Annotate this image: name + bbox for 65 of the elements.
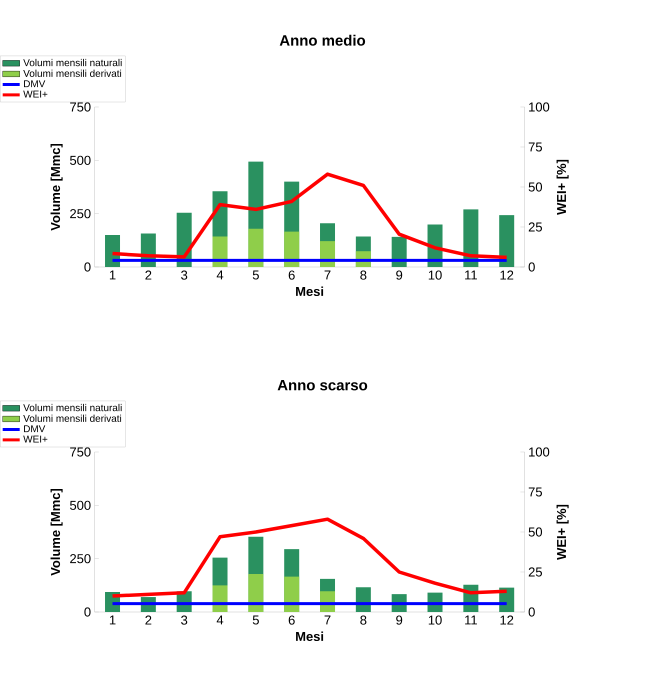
y2-tick-label: 75 xyxy=(529,142,542,152)
bar xyxy=(248,228,264,267)
y2-tick-label: 75 xyxy=(529,487,542,497)
legend-label: Volumi mensili naturali xyxy=(23,404,122,412)
x-tick-label: 1 xyxy=(110,270,116,280)
line-series xyxy=(111,517,509,598)
y2-tick-label: 100 xyxy=(529,102,550,112)
y-tick-label: 500 xyxy=(70,156,91,165)
x-tick-label: 3 xyxy=(181,270,188,280)
x-tick-label: 8 xyxy=(360,616,367,625)
chart-title: Anno medio xyxy=(280,34,366,46)
y-tick-label: 0 xyxy=(84,262,91,272)
y2-axis-title: WEI+ [%] xyxy=(556,160,569,215)
bar xyxy=(284,232,300,267)
y-tick-label: 750 xyxy=(70,102,91,112)
x-tick-label: 7 xyxy=(324,616,331,624)
y2-axis-title: WEI+ [%] xyxy=(556,504,569,560)
x-tick-label: 11 xyxy=(465,270,478,280)
y2-tick-label: 100 xyxy=(529,447,550,457)
x-tick-label: 9 xyxy=(396,270,402,280)
bar xyxy=(212,236,228,267)
x-tick-label: 10 xyxy=(429,270,442,280)
legend-label: DMV xyxy=(24,80,46,88)
y-tick-label: 250 xyxy=(70,209,91,218)
y2-tick-label: 25 xyxy=(529,567,542,577)
y2-tick-label: 0 xyxy=(528,262,536,272)
x-tick-label: 8 xyxy=(360,270,367,280)
x-tick-label: 3 xyxy=(181,616,188,625)
bar xyxy=(499,215,514,267)
legend-label: Volumi mensili derivati xyxy=(23,70,122,77)
y-tick-label: 750 xyxy=(70,447,91,457)
x-tick-label: 6 xyxy=(288,270,295,280)
x-tick-label: 7 xyxy=(324,270,331,280)
y-tick-label: 500 xyxy=(70,500,91,510)
x-tick-label: 10 xyxy=(429,616,442,625)
y-tick-label: 250 xyxy=(70,554,91,564)
legend-label: WEI+ xyxy=(23,436,48,443)
x-tick-label: 2 xyxy=(146,616,152,625)
y2-tick-label: 50 xyxy=(528,182,542,192)
x-tick-label: 9 xyxy=(396,616,402,625)
x-tick-label: 5 xyxy=(253,270,260,280)
y2-tick-label: 0 xyxy=(528,607,536,617)
x-tick-label: 1 xyxy=(110,616,116,624)
y-tick-label: 0 xyxy=(84,607,91,617)
x-tick-label: 4 xyxy=(216,616,224,624)
x-tick-label: 2 xyxy=(146,270,152,280)
legend-label: WEI+ xyxy=(23,90,48,98)
legend-label: DMV xyxy=(24,425,46,432)
legend-label: Volumi mensili naturali xyxy=(23,58,122,66)
y-axis-title: Volume [Mmc] xyxy=(50,488,63,576)
y-axis-title: Volume [Mmc] xyxy=(50,144,63,231)
x-tick-label: 5 xyxy=(253,616,260,625)
y2-tick-label: 25 xyxy=(529,222,542,232)
x-tick-label: 12 xyxy=(500,616,514,625)
x-tick-label: 12 xyxy=(500,270,514,280)
chart-title: Anno scarso xyxy=(278,380,368,390)
line-series xyxy=(111,172,509,260)
x-axis-title: Mesi xyxy=(296,632,324,642)
bar xyxy=(284,576,300,612)
x-axis-title: Mesi xyxy=(296,286,324,296)
x-tick-label: 6 xyxy=(288,616,295,625)
x-tick-label: 4 xyxy=(216,270,224,280)
legend-label: Volumi mensili derivati xyxy=(23,414,122,422)
x-tick-label: 11 xyxy=(465,616,478,624)
y2-tick-label: 50 xyxy=(528,527,542,537)
